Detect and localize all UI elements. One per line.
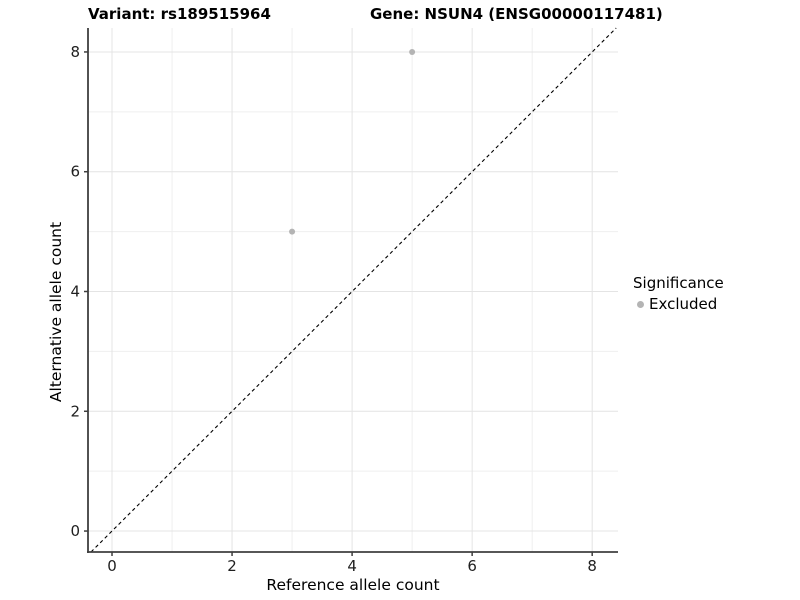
x-tick-label: 6: [467, 557, 477, 575]
y-tick-label: 4: [70, 282, 80, 300]
gene-title: Gene: NSUN4 (ENSG00000117481): [370, 5, 663, 23]
variant-title: Variant: rs189515964: [88, 5, 271, 23]
x-axis-title: Reference allele count: [266, 576, 440, 594]
x-tick-label: 8: [587, 557, 597, 575]
x-tick-label: 4: [347, 557, 357, 575]
x-tick-label: 2: [227, 557, 237, 575]
legend: Significance Excluded: [633, 274, 724, 314]
legend-item-excluded: Excluded: [633, 295, 724, 314]
y-tick-label: 8: [70, 43, 80, 61]
y-tick-label: 0: [70, 522, 80, 540]
x-tick-label: 0: [107, 557, 117, 575]
y-tick-label: 6: [70, 163, 80, 181]
legend-point-icon: [637, 301, 644, 308]
identity-dashed-line: [90, 27, 617, 553]
legend-title: Significance: [633, 274, 724, 292]
y-tick-label: 2: [70, 402, 80, 420]
y-axis-title: Alternative allele count: [47, 221, 65, 403]
data-point: [289, 228, 296, 235]
data-point: [409, 48, 416, 55]
legend-item-label: Excluded: [649, 295, 718, 313]
